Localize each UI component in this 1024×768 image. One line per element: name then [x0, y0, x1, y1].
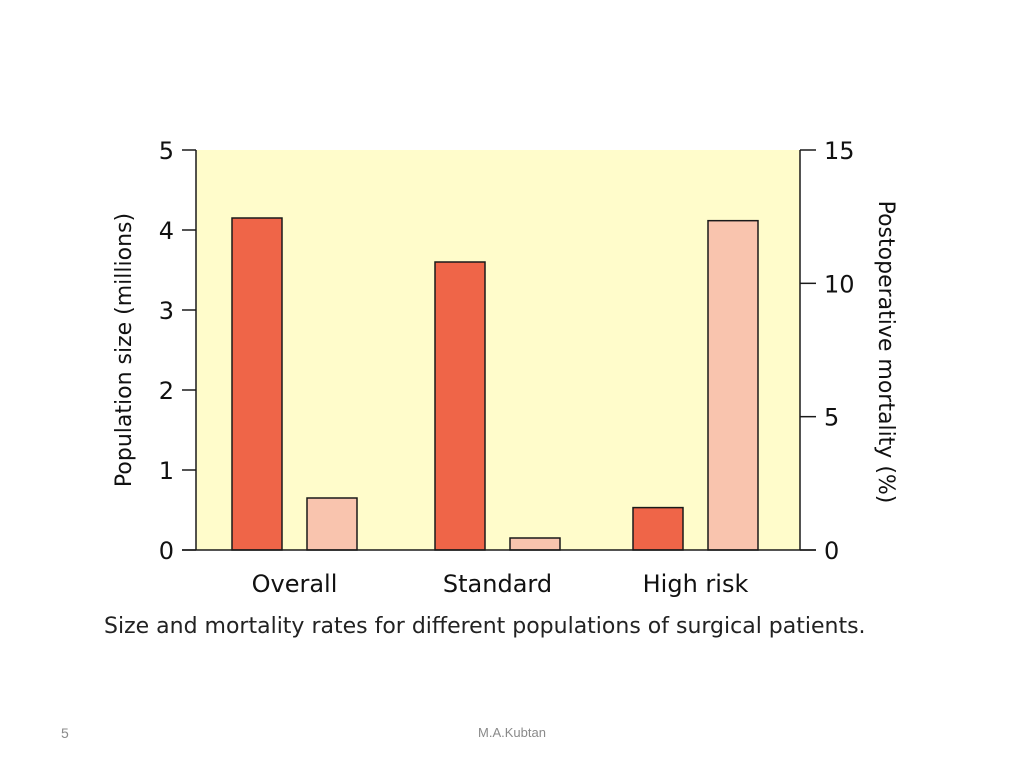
bar-right-1 [509, 537, 561, 551]
bar-right-2 [707, 219, 759, 551]
x-tick-label: Standard [443, 570, 552, 598]
bar-left-2 [632, 506, 684, 551]
y-tick-label-left: 1 [159, 457, 174, 485]
axes-group [182, 149, 816, 551]
y-tick-label-left: 0 [159, 537, 174, 565]
y-tick-label-right: 5 [824, 404, 839, 432]
footer-author: M.A.Kubtan [478, 725, 546, 740]
bar-left-0 [231, 217, 283, 551]
y-axis-label-right: Postoperative mortality (%) [873, 201, 898, 504]
y-tick-label-left: 5 [159, 137, 174, 165]
bar-right-0 [306, 497, 358, 551]
y-axis-label-left: Population size (millions) [112, 213, 137, 487]
y-tick-label-right: 10 [824, 270, 855, 298]
bars-group [231, 217, 759, 551]
tick-labels-group: Overall Standard High risk 0 1 2 3 4 5 0 5 10 15 [159, 137, 855, 598]
x-tick-label: High risk [643, 570, 749, 598]
y-tick-label-left: 2 [159, 377, 174, 405]
y-tick-label-left: 4 [159, 217, 174, 245]
y-tick-label-right: 15 [824, 137, 855, 165]
y-tick-label-left: 3 [159, 297, 174, 325]
chart-caption: Size and mortality rates for different p… [104, 614, 866, 639]
x-tick-label: Overall [252, 570, 338, 598]
bar-left-1 [434, 261, 486, 551]
slide-number: 5 [61, 725, 69, 741]
plot-area [196, 150, 800, 550]
y-tick-label-right: 0 [824, 537, 839, 565]
